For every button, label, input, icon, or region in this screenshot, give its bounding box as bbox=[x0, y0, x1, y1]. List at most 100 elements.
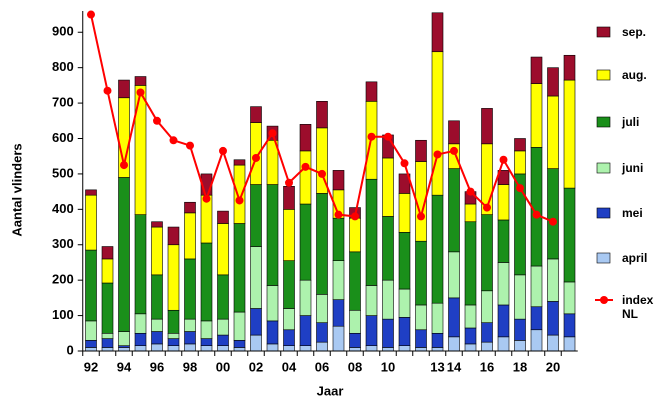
line-marker bbox=[417, 212, 425, 221]
bar-segment bbox=[283, 308, 295, 331]
bar-segment bbox=[332, 299, 345, 327]
bar-segment bbox=[200, 320, 213, 339]
bar-segment bbox=[233, 159, 246, 166]
bar-segment bbox=[398, 317, 411, 346]
bar-segment bbox=[316, 322, 328, 343]
bar-segment bbox=[134, 313, 147, 334]
line-marker bbox=[301, 162, 310, 171]
line-marker bbox=[186, 141, 194, 150]
bar-segment bbox=[316, 193, 328, 295]
bar-segment bbox=[464, 343, 477, 352]
line-marker bbox=[219, 146, 227, 155]
bar-segment bbox=[250, 184, 262, 247]
bar-segment bbox=[299, 124, 312, 152]
bar-segment bbox=[547, 67, 559, 97]
bar-segment bbox=[101, 258, 114, 284]
bar-segment bbox=[283, 345, 295, 352]
line-marker bbox=[87, 10, 95, 19]
bar-segment bbox=[134, 76, 147, 86]
bar-segment bbox=[431, 194, 444, 304]
bar-segment bbox=[85, 340, 97, 348]
bar-segment bbox=[382, 347, 394, 352]
bar-segment bbox=[167, 309, 180, 334]
bar-segment bbox=[563, 79, 576, 189]
bar-segment bbox=[464, 203, 477, 223]
line-marker bbox=[169, 136, 178, 145]
bar-segment bbox=[200, 338, 213, 346]
legend-swatch bbox=[596, 207, 611, 219]
bar-segment bbox=[497, 219, 510, 263]
x-tick-label: 14 bbox=[447, 359, 462, 374]
bar-segment bbox=[349, 217, 361, 253]
bar-segment bbox=[299, 203, 312, 281]
bar-segment bbox=[316, 341, 328, 352]
bar-segment bbox=[563, 187, 576, 283]
bar-segment bbox=[448, 336, 460, 352]
bar-segment bbox=[184, 258, 196, 320]
x-tick-label: 18 bbox=[513, 359, 527, 374]
y-tick-label: 800 bbox=[52, 59, 74, 74]
bar-segment bbox=[250, 334, 262, 352]
x-tick-label: 10 bbox=[381, 359, 395, 374]
bar-segment bbox=[233, 311, 246, 341]
bar-segment bbox=[217, 210, 229, 224]
bar-segment bbox=[134, 214, 147, 315]
bar-segment bbox=[530, 306, 543, 331]
y-tick-label: 300 bbox=[52, 236, 74, 251]
bar-segment bbox=[514, 150, 526, 175]
bar-segment bbox=[151, 331, 163, 345]
bar-segment bbox=[332, 325, 345, 352]
bar-segment bbox=[332, 260, 345, 300]
line-marker bbox=[549, 217, 557, 226]
bar-segment bbox=[85, 320, 97, 341]
y-tick-label: 600 bbox=[52, 130, 74, 145]
y-tick-label: 900 bbox=[52, 24, 74, 39]
bar-segment bbox=[365, 315, 378, 346]
bar-segment bbox=[151, 226, 163, 276]
legend-label: april bbox=[622, 251, 648, 265]
x-tick-label: 98 bbox=[183, 359, 197, 374]
bar-segment bbox=[266, 285, 279, 322]
bar-segment bbox=[250, 308, 262, 336]
line-marker bbox=[252, 153, 260, 162]
bar-segment bbox=[431, 51, 444, 196]
bar-segment bbox=[85, 347, 97, 352]
x-tick-label: 04 bbox=[282, 359, 297, 374]
bar-segment bbox=[481, 214, 493, 292]
bar-segment bbox=[200, 242, 213, 322]
bar-segment bbox=[563, 313, 576, 338]
bar-segment bbox=[167, 345, 180, 352]
bar-segment bbox=[547, 334, 559, 352]
bar-segment bbox=[250, 106, 262, 123]
bar-segment bbox=[365, 81, 378, 102]
bar-segment bbox=[101, 246, 114, 260]
bar-segment bbox=[481, 341, 493, 352]
bar-segment bbox=[481, 290, 493, 323]
bar-segment bbox=[151, 318, 163, 332]
bar-segment bbox=[217, 223, 229, 276]
bar-segment bbox=[349, 309, 361, 334]
line-marker bbox=[120, 161, 128, 170]
bar-segment bbox=[415, 304, 427, 331]
bar-segment bbox=[134, 85, 147, 215]
x-tick-label: 96 bbox=[150, 359, 164, 374]
bar-segment bbox=[349, 347, 361, 352]
bar-segment bbox=[398, 345, 411, 352]
x-tick-label: 13 bbox=[430, 359, 444, 374]
y-axis-label: Aantal vlinders bbox=[9, 143, 24, 236]
line-marker bbox=[235, 196, 244, 205]
legend-swatch bbox=[596, 26, 611, 38]
bar-segment bbox=[299, 150, 312, 205]
line-marker bbox=[466, 187, 475, 196]
bar-segment bbox=[118, 347, 130, 352]
bar-segment bbox=[415, 347, 427, 352]
bar-segment bbox=[85, 189, 97, 196]
y-tick-label: 400 bbox=[52, 201, 74, 216]
line-marker bbox=[103, 86, 112, 95]
bar-segment bbox=[151, 274, 163, 320]
bar-segment bbox=[167, 338, 180, 346]
bar-segment bbox=[101, 332, 114, 339]
bar-segment bbox=[563, 281, 576, 315]
bar-segment bbox=[365, 178, 378, 286]
line-marker bbox=[532, 210, 541, 219]
